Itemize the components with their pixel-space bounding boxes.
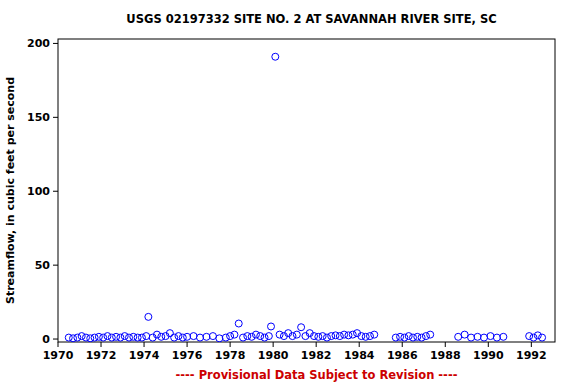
x-tick-label: 1972 (86, 349, 117, 362)
x-tick (316, 342, 317, 347)
x-tick (402, 342, 403, 347)
point (222, 334, 229, 341)
point (289, 333, 296, 340)
point (240, 334, 247, 341)
point (418, 334, 425, 341)
x-tick (58, 342, 59, 347)
y-tick-label: 0 (42, 333, 50, 346)
y-tick-label: 50 (35, 259, 51, 272)
x-tick-label: 1980 (258, 349, 289, 362)
point (138, 334, 145, 341)
x-tick (230, 342, 231, 347)
point (468, 334, 475, 341)
footnote: ---- Provisional Data Subject to Revisio… (176, 368, 458, 382)
point (405, 333, 412, 340)
x-tick-label: 1988 (430, 349, 461, 362)
point (336, 333, 343, 340)
x-tick-label: 1986 (387, 349, 418, 362)
y-tick (53, 265, 58, 266)
point (153, 331, 160, 338)
point (166, 330, 173, 337)
point (203, 333, 210, 340)
point (500, 333, 507, 340)
point (175, 333, 182, 340)
x-tick-label: 1984 (344, 349, 375, 362)
y-axis-label: Streamflow, in cubic feet per second (4, 77, 17, 304)
point (100, 334, 107, 341)
point (184, 333, 191, 340)
y-tick (53, 43, 58, 44)
point (143, 333, 150, 340)
point (323, 334, 330, 341)
point (534, 332, 541, 339)
x-tick (144, 342, 145, 347)
point (319, 333, 326, 340)
point (121, 333, 128, 340)
x-tick (445, 342, 446, 347)
point (366, 333, 373, 340)
point (227, 333, 234, 340)
point (539, 334, 546, 341)
point (265, 333, 272, 340)
x-tick-label: 1974 (129, 349, 160, 362)
point (235, 320, 242, 327)
point (171, 334, 178, 341)
x-tick-label: 1978 (215, 349, 246, 362)
point (190, 333, 197, 340)
point (422, 333, 429, 340)
point (401, 334, 408, 341)
plot-frame (58, 39, 555, 342)
point (371, 331, 378, 338)
point (493, 334, 500, 341)
point (481, 334, 488, 341)
point (74, 334, 81, 341)
point (257, 333, 264, 340)
point (209, 333, 216, 340)
point (487, 333, 494, 340)
point (530, 334, 537, 341)
y-tick (53, 117, 58, 118)
point (216, 335, 223, 342)
x-tick (531, 342, 532, 347)
background (0, 0, 576, 384)
point (252, 331, 259, 338)
point (248, 333, 255, 340)
point (461, 331, 468, 338)
point (349, 331, 356, 338)
point (272, 53, 279, 60)
point (231, 331, 238, 338)
point (455, 333, 462, 340)
point (268, 323, 275, 330)
point (276, 331, 283, 338)
point (78, 333, 85, 340)
y-tick-label: 200 (27, 37, 50, 50)
x-tick (187, 342, 188, 347)
y-tick (53, 191, 58, 192)
x-tick (273, 342, 274, 347)
points (65, 53, 545, 342)
x-tick-label: 1990 (473, 349, 504, 362)
point (293, 331, 300, 338)
point (474, 333, 481, 340)
y-tick-label: 150 (27, 111, 50, 124)
point (145, 313, 152, 320)
point (261, 334, 268, 341)
x-tick-label: 1982 (301, 349, 332, 362)
title: USGS 02197332 SITE NO. 2 AT SAVANNAH RIV… (126, 12, 496, 26)
y-tick (53, 339, 58, 340)
point (298, 324, 305, 331)
x-tick (488, 342, 489, 347)
chart: USGS 02197332 SITE NO. 2 AT SAVANNAH RIV… (0, 0, 576, 384)
x-tick-label: 1976 (172, 349, 203, 362)
y-tick-label: 100 (27, 185, 50, 198)
x-tick-label: 1992 (516, 349, 547, 362)
x-tick-label: 1970 (43, 349, 74, 362)
point (427, 331, 434, 338)
point (526, 333, 533, 340)
x-tick (359, 342, 360, 347)
x-tick (101, 342, 102, 347)
point (117, 334, 124, 341)
point (104, 333, 111, 340)
point (197, 334, 204, 341)
